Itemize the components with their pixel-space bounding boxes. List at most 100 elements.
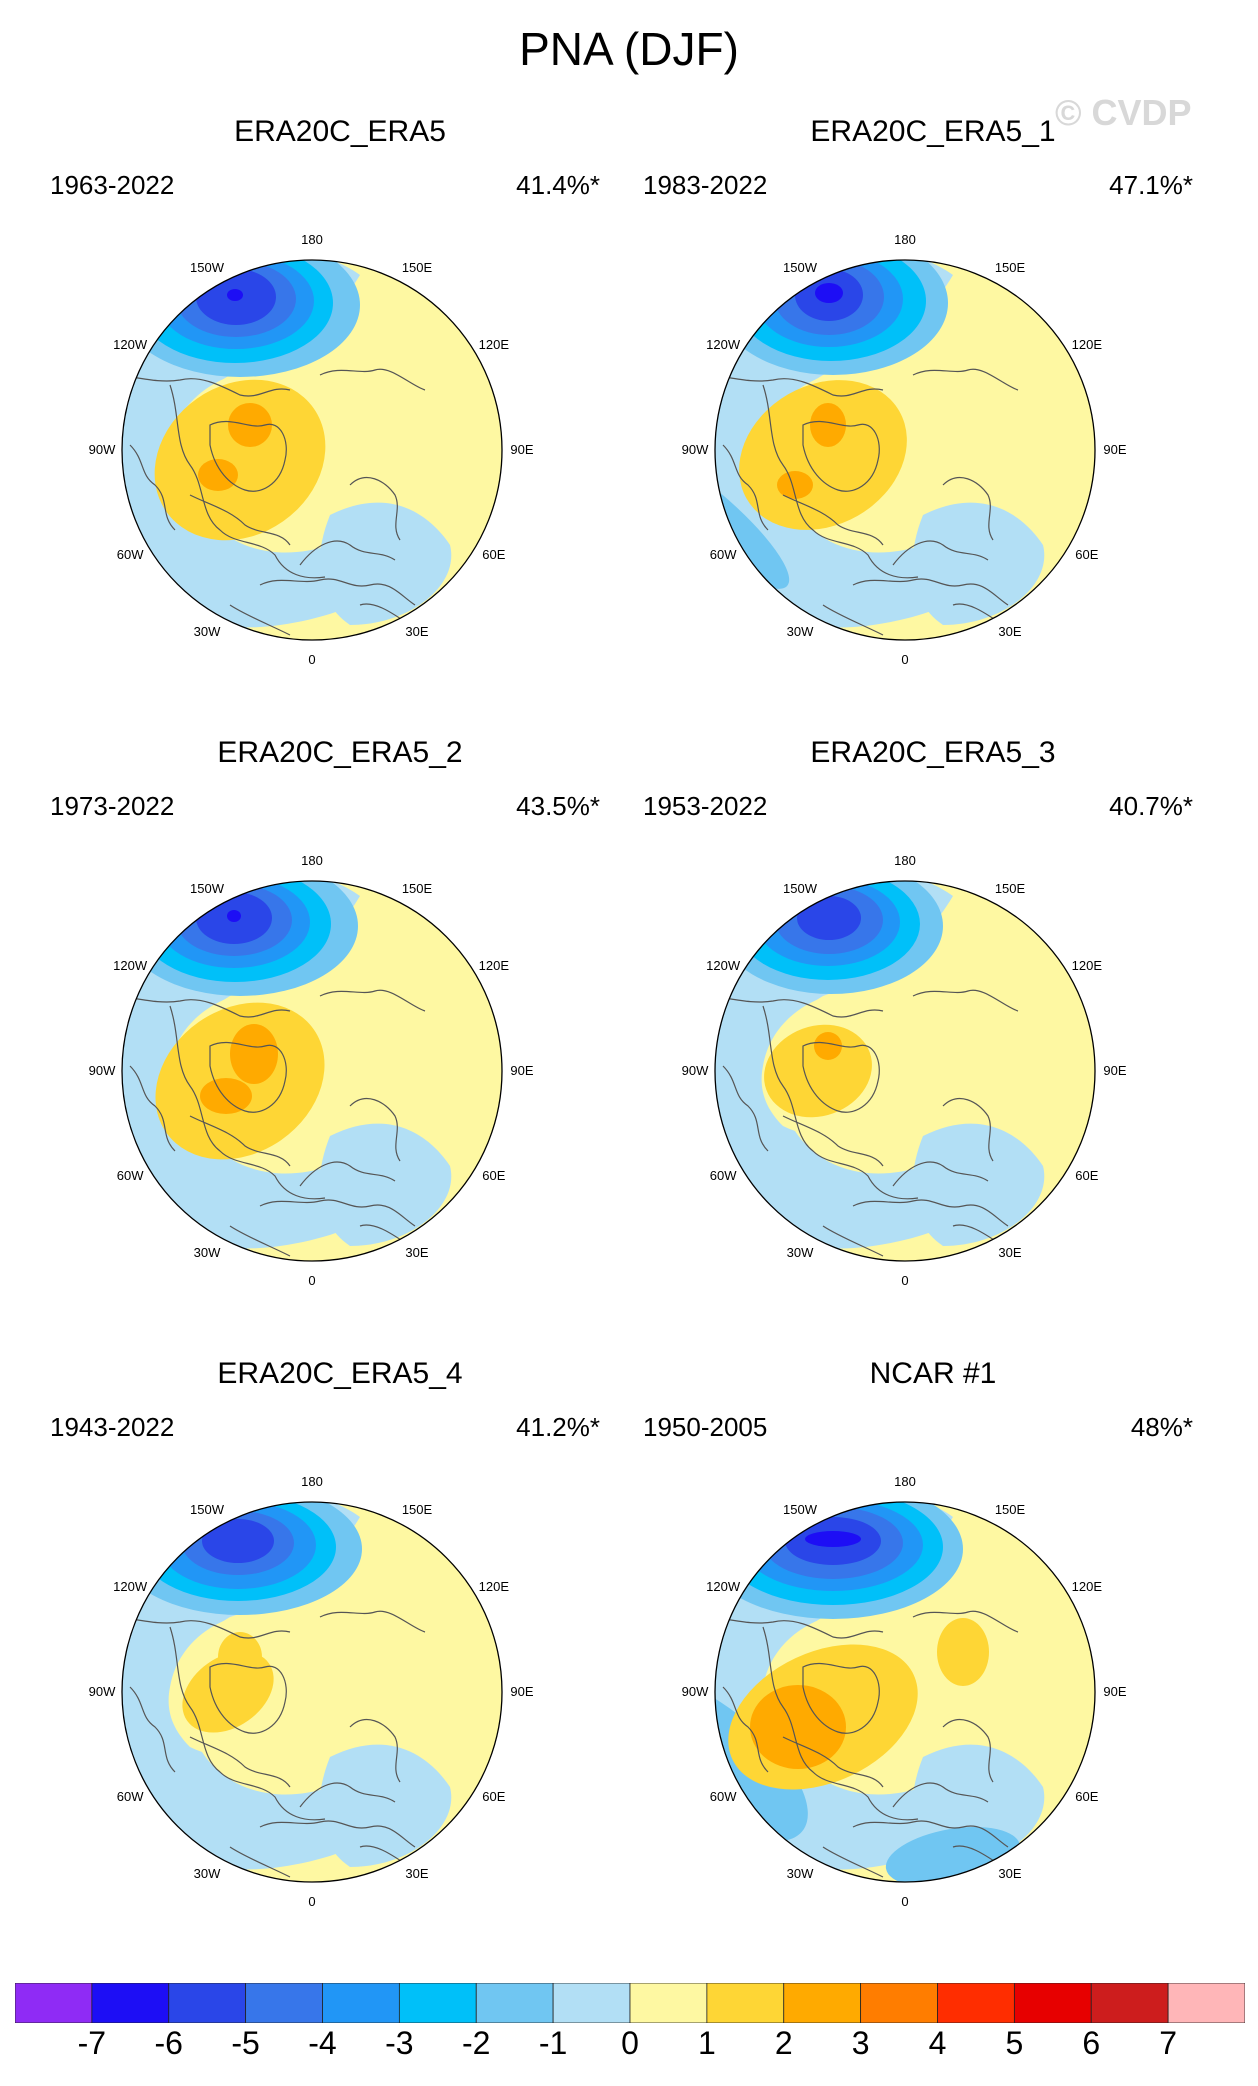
lon-label: 90E <box>510 1063 533 1078</box>
coastline <box>852 1199 1009 1227</box>
coastline <box>319 989 426 1012</box>
lon-label: 30E <box>998 624 1021 639</box>
colorbar-swatch <box>937 1983 1015 2023</box>
panel-variance: 47.1%* <box>1109 170 1193 200</box>
lon-label: 120W <box>706 1579 741 1594</box>
coastline <box>942 1098 994 1162</box>
colorbar-label: -2 <box>462 2025 491 2061</box>
colorbar-swatch <box>15 1983 93 2023</box>
coastline <box>942 477 994 541</box>
contour-region <box>319 1123 452 1246</box>
lon-label: 120E <box>479 337 510 352</box>
lon-label: 60W <box>710 1168 737 1183</box>
lon-label: 30E <box>998 1245 1021 1260</box>
lon-label: 90E <box>1103 1684 1126 1699</box>
colorbar-swatch <box>552 1983 631 2023</box>
lon-label: 120E <box>1072 337 1103 352</box>
colorbar-label: -3 <box>385 2025 414 2061</box>
lon-label: 150E <box>402 881 433 896</box>
lon-label: 150W <box>783 881 818 896</box>
lon-label: 120W <box>113 958 148 973</box>
panel-variance: 48%* <box>1130 1412 1193 1442</box>
panel-variance: 41.4%* <box>516 170 600 200</box>
coastline <box>912 989 1019 1012</box>
lon-label: 90W <box>682 1684 709 1699</box>
lon-label: 120E <box>479 1579 510 1594</box>
lon-label: 60W <box>117 1789 144 1804</box>
lon-label: 0 <box>308 1894 315 1909</box>
colorbar-swatch <box>783 1983 862 2023</box>
lon-label: 120W <box>113 337 148 352</box>
colorbar-swatch <box>475 1983 554 2023</box>
lon-label: 90W <box>682 442 709 457</box>
coastline <box>259 1199 416 1227</box>
colorbar-label: -7 <box>77 2025 107 2061</box>
panel-variance: 43.5%* <box>516 791 600 821</box>
colorbar-labels: -7 -6 -5 -4 -3 -2 -1 0 1 2 3 4 5 6 7 <box>0 2025 1258 2075</box>
lon-label: 30W <box>787 1866 814 1881</box>
coastline <box>169 384 326 579</box>
coastline <box>299 1161 396 1187</box>
map-panel: ERA20C_ERA5 1963-2022 41.4%* 180 150E 120E… <box>30 115 650 715</box>
lon-label: 30W <box>194 1866 221 1881</box>
lon-label: 90E <box>510 442 533 457</box>
contour-region <box>230 1024 278 1084</box>
coastline <box>802 1662 880 1734</box>
lon-label: 150W <box>190 260 225 275</box>
panel-title: ERA20C_ERA5_3 <box>810 736 1056 769</box>
panel-years: 1973-2022 <box>50 791 175 821</box>
coastline <box>299 540 396 566</box>
contour-region <box>154 379 326 541</box>
colorbar-label: 6 <box>1082 2025 1101 2061</box>
colorbar <box>15 1983 1245 2023</box>
colorbar-label: -5 <box>231 2025 260 2061</box>
lon-label: 180 <box>301 232 323 247</box>
coastline <box>722 1686 769 1773</box>
contour-region <box>319 1744 452 1867</box>
panel-years: 1963-2022 <box>50 170 175 200</box>
panel-title: NCAR #1 <box>869 1357 997 1390</box>
lon-label: 150E <box>402 1502 433 1517</box>
globe-outline <box>121 880 503 1262</box>
globe-outline <box>714 1501 1096 1883</box>
lon-label: 60E <box>482 1789 505 1804</box>
coastline <box>129 1065 176 1152</box>
polar-map: 180 150E 120E 90E 60E 30E 0 30W 60W 90W 120W 150W <box>682 232 1127 667</box>
contour-region <box>805 1531 861 1547</box>
lon-label: 60W <box>117 1168 144 1183</box>
polar-map: 180 150E 120E 90E 60E 30E 0 30W 60W 90W 120W 150W <box>89 853 534 1288</box>
lon-label: 180 <box>894 853 916 868</box>
lon-label: 90W <box>89 1684 116 1699</box>
coastline <box>169 1626 326 1821</box>
globe-outline <box>714 880 1096 1262</box>
lon-label: 120W <box>706 958 741 973</box>
lon-label: 120E <box>479 958 510 973</box>
lon-label: 0 <box>901 1894 908 1909</box>
coastline <box>259 578 416 606</box>
watermark: © CVDP <box>1055 92 1192 133</box>
polar-map: 180 150E 120E 90E 60E 30E 0 30W 60W 90W 120W 150W <box>89 232 534 667</box>
coastline <box>229 1225 291 1257</box>
lon-label: 90E <box>1103 1063 1126 1078</box>
panel-years: 1950-2005 <box>643 1412 768 1442</box>
coastline <box>762 1005 919 1200</box>
panel-years: 1953-2022 <box>643 791 768 821</box>
coastline <box>762 1626 919 1821</box>
panel-years: 1943-2022 <box>50 1412 175 1442</box>
coastline <box>189 1736 291 1788</box>
colorbar-swatch <box>322 1983 400 2023</box>
globe-outline <box>121 259 503 641</box>
lon-label: 120E <box>1072 1579 1103 1594</box>
coastline <box>209 420 287 492</box>
lon-label: 60E <box>1075 1168 1098 1183</box>
colorbar-swatch <box>1013 1983 1092 2023</box>
lon-label: 0 <box>901 1273 908 1288</box>
globe-outline <box>714 259 1096 641</box>
coastline <box>229 1846 291 1878</box>
coastline <box>852 578 1009 606</box>
contour-region <box>764 1024 872 1118</box>
coastline <box>822 604 884 636</box>
coastline <box>942 1719 994 1783</box>
coastline <box>319 368 426 391</box>
colorbar-label: 3 <box>851 2025 870 2061</box>
